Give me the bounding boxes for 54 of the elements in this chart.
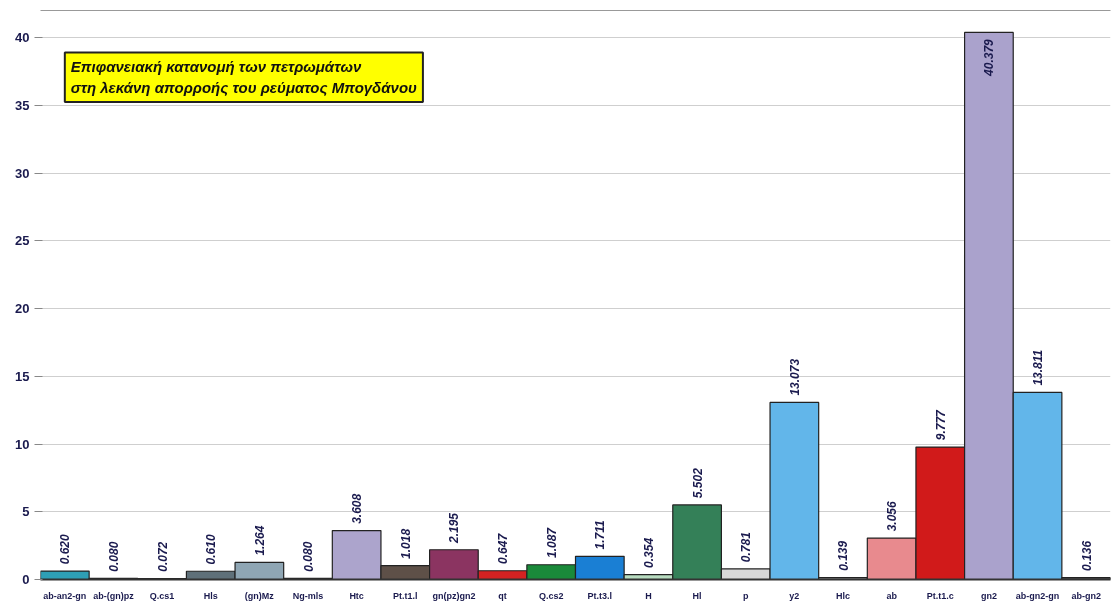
x-tick-label: (gn)Mz — [244, 590, 275, 601]
data-label: 0.620 — [58, 533, 73, 565]
y-tick-label: 20 — [15, 301, 30, 317]
y-tick-label: 25 — [15, 233, 30, 249]
y-tick-label: 5 — [22, 504, 30, 520]
data-label: 0.781 — [739, 531, 754, 563]
x-tick-label: Pt.t1.c — [926, 590, 954, 601]
data-label: 13.811 — [1031, 349, 1046, 386]
text: Επιφανειακή κατανομή των πετρωμάτων στη λεκάνη απορροής του ρεύματος Μπογδάνου — [70, 58, 418, 96]
data-label: 1.087 — [544, 526, 559, 558]
x-tick-label: ab-an2-gn — [43, 590, 87, 601]
data-label: 0.080 — [301, 541, 316, 572]
data-label: 0.072 — [155, 541, 170, 572]
data-label: 0.647 — [496, 532, 511, 564]
x-tick-label: Hlc — [836, 590, 851, 601]
data-label: 3.608 — [350, 493, 365, 524]
x-tick-label: Q.cs1 — [149, 590, 175, 601]
x-tick-label: Q.cs2 — [538, 590, 564, 601]
data-label: 5.502 — [690, 467, 705, 499]
x-tick-label: Pt.t3.l — [587, 590, 613, 601]
x-tick-label: p — [742, 590, 749, 601]
data-label: 1.018 — [398, 528, 413, 559]
y-tick-label: 30 — [15, 165, 30, 181]
data-label: 0.354 — [641, 537, 656, 568]
x-tick-label: Pt.t1.l — [393, 590, 418, 601]
data-label: 0.136 — [1079, 540, 1094, 571]
x-tick-label: qt — [498, 590, 507, 601]
y-tick-label: 0 — [22, 572, 30, 587]
x-tick-label: Htc — [349, 590, 364, 601]
data-label: 13.073 — [787, 358, 802, 396]
x-tick-label: Hls — [203, 590, 218, 601]
x-tick-label: gn2 — [980, 590, 997, 601]
y-tick-label: 35 — [15, 97, 30, 113]
x-tick-label: Hl — [692, 590, 702, 601]
y-tick-label: 15 — [15, 368, 30, 384]
data-label: 0.139 — [836, 540, 851, 571]
x-tick-label: ab-gn2-gn — [1015, 590, 1060, 601]
data-label: 0.610 — [204, 534, 219, 565]
x-tick-label: ab — [886, 590, 898, 601]
data-label: 3.056 — [885, 500, 900, 532]
data-label: 9.777 — [933, 408, 948, 441]
data-label: 0.080 — [106, 541, 121, 572]
y-tick-label: 40 — [15, 30, 30, 46]
data-label: 1.711 — [593, 520, 608, 550]
y-tick-label: 10 — [15, 436, 30, 452]
x-tick-label: H — [645, 590, 652, 601]
data-label: 1.264 — [252, 525, 267, 556]
x-tick-label: ab-(gn)pz — [93, 590, 135, 601]
data-label: 2.195 — [447, 512, 462, 544]
x-tick-label: y2 — [789, 590, 800, 601]
x-tick-label: gn(pz)gn2 — [432, 590, 476, 601]
data-label: 40.379 — [982, 38, 997, 77]
x-tick-label: ab-gn2 — [1071, 590, 1101, 601]
x-tick-label: Ng-mls — [292, 590, 324, 601]
